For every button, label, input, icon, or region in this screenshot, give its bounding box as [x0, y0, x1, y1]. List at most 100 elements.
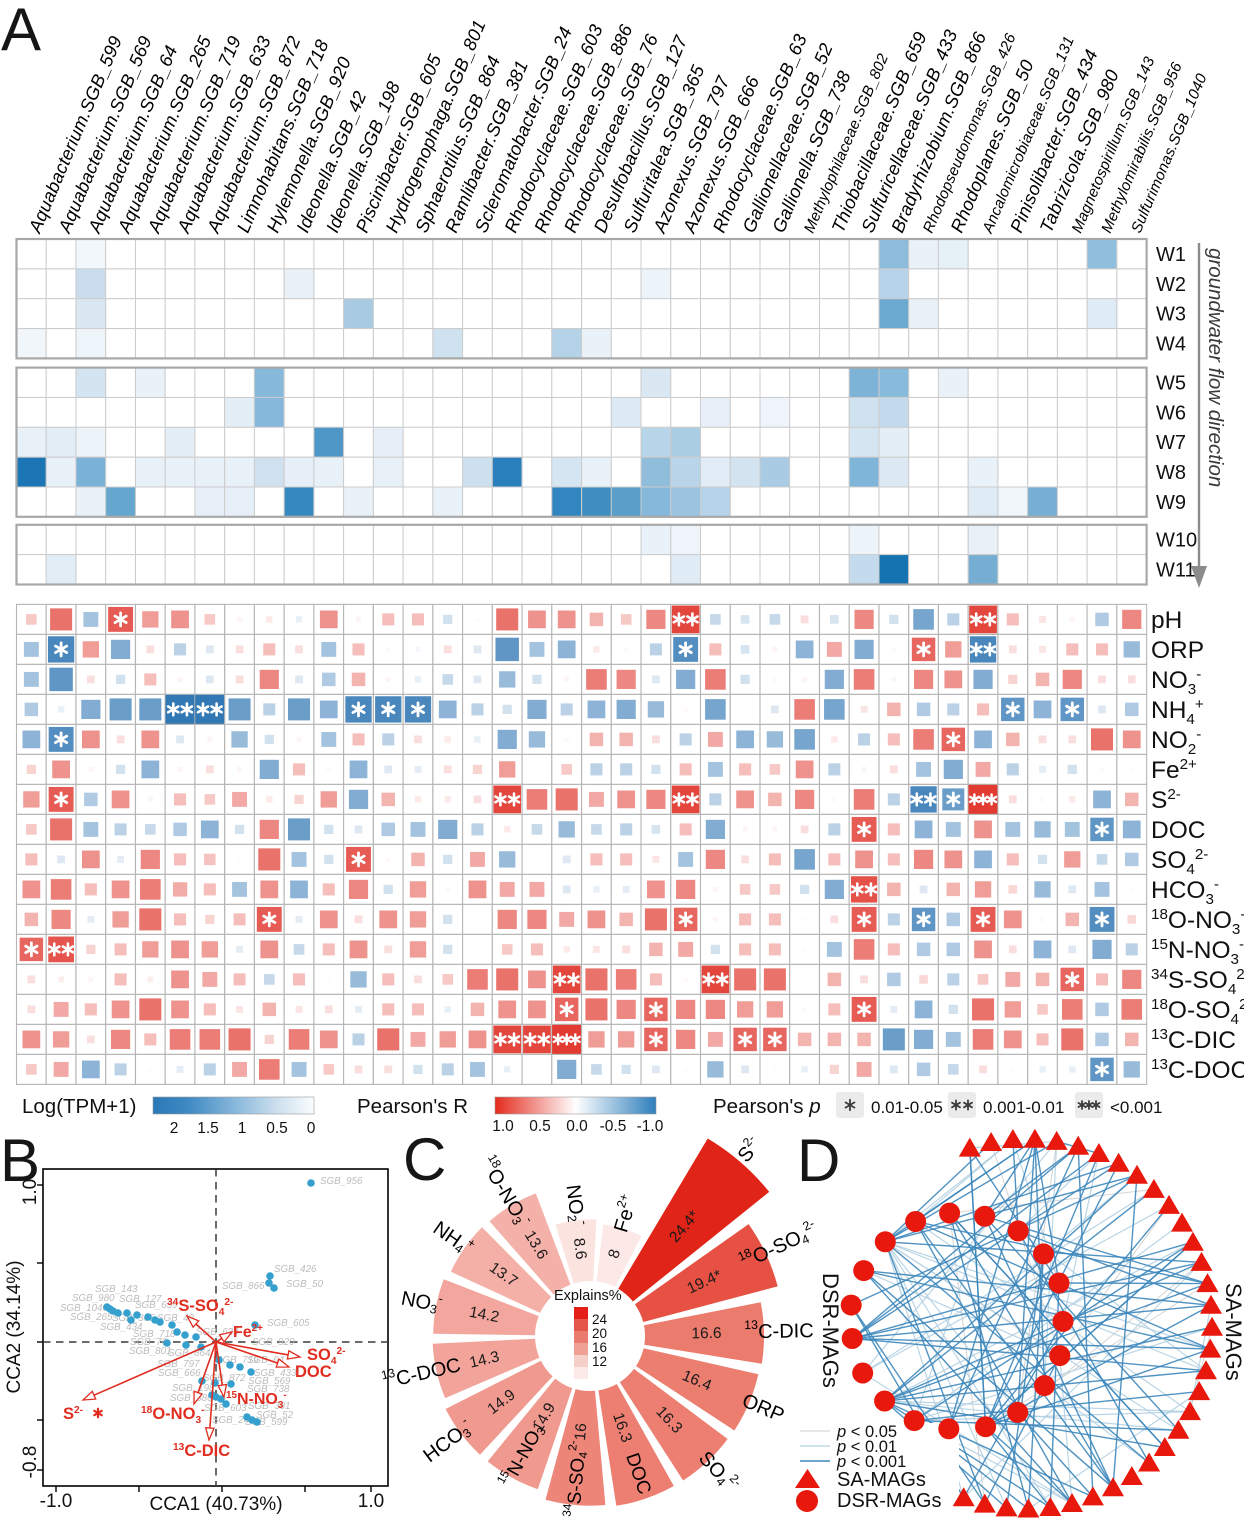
svg-text:W9: W9: [1156, 492, 1186, 514]
svg-text:SGB_265: SGB_265: [70, 1312, 113, 1323]
svg-text:B: B: [0, 1127, 40, 1194]
svg-text:groundwater flow direction: groundwater flow direction: [1204, 248, 1227, 487]
svg-text:SGB_52: SGB_52: [256, 1410, 294, 1421]
svg-text:DSR-MAGs: DSR-MAGs: [818, 1273, 843, 1388]
svg-text:18O-SO42-: 18O-SO42-: [1151, 996, 1244, 1028]
svg-text:W10: W10: [1156, 530, 1197, 552]
svg-text:0.01-0.05: 0.01-0.05: [871, 1098, 943, 1117]
svg-text:13C-DIC: 13C-DIC: [1151, 1026, 1236, 1054]
svg-text:Log(TPM+1): Log(TPM+1): [22, 1095, 137, 1118]
svg-text:8.6: 8.6: [570, 1237, 590, 1260]
svg-text:-1.0: -1.0: [40, 1491, 73, 1512]
svg-text:DOC: DOC: [1151, 817, 1205, 844]
svg-text:1: 1: [238, 1120, 247, 1137]
svg-text:HCO3-: HCO3-: [1151, 876, 1219, 908]
svg-text:ORP: ORP: [1151, 637, 1204, 664]
svg-text:W4: W4: [1156, 334, 1186, 356]
svg-text:W11: W11: [1156, 560, 1196, 582]
svg-text:A: A: [1, 0, 41, 63]
svg-text:SA-MAGs: SA-MAGs: [837, 1469, 926, 1491]
svg-text:SO42-: SO42-: [307, 1346, 346, 1367]
svg-text:18O-NO3-: 18O-NO3-: [141, 1405, 205, 1426]
svg-text:SGB_50: SGB_50: [286, 1279, 324, 1290]
svg-text:SGB_1040: SGB_1040: [60, 1303, 108, 1314]
svg-text:16: 16: [592, 1340, 607, 1355]
svg-text:SGB_738: SGB_738: [247, 1384, 290, 1395]
svg-text:Fe2+: Fe2+: [1151, 756, 1197, 784]
svg-text:NO3-: NO3-: [1151, 666, 1201, 698]
svg-text:W7: W7: [1156, 432, 1186, 454]
svg-text:14.3: 14.3: [468, 1348, 501, 1371]
svg-text:SGB_718: SGB_718: [133, 1329, 176, 1340]
svg-text:16.6: 16.6: [691, 1325, 721, 1343]
svg-text:W8: W8: [1156, 462, 1186, 484]
svg-text:1.0: 1.0: [492, 1118, 514, 1135]
svg-text:SGB_381: SGB_381: [248, 1401, 290, 1412]
svg-text:0.0: 0.0: [566, 1118, 588, 1135]
svg-text:D: D: [797, 1127, 840, 1194]
svg-text:SGB_866: SGB_866: [222, 1281, 265, 1292]
svg-text:0.5: 0.5: [266, 1120, 288, 1137]
svg-text:SGB_980: SGB_980: [72, 1293, 115, 1304]
svg-text:SGB_599: SGB_599: [245, 1417, 288, 1428]
svg-text:CCA2 (34.14%): CCA2 (34.14%): [4, 1260, 25, 1393]
svg-text:SGB_872: SGB_872: [203, 1373, 246, 1384]
svg-text:SGB_569: SGB_569: [248, 1376, 291, 1387]
svg-text:SGB_64: SGB_64: [247, 1355, 285, 1366]
svg-text:-0.8: -0.8: [20, 1446, 41, 1479]
svg-text:W2: W2: [1156, 274, 1186, 296]
svg-text:C: C: [403, 1126, 446, 1193]
svg-text:p < 0.001: p < 0.001: [836, 1453, 906, 1471]
svg-text:SGB_433: SGB_433: [254, 1368, 297, 1379]
svg-text:SGB_605: SGB_605: [267, 1318, 310, 1329]
svg-text:Fe2+: Fe2+: [233, 1323, 263, 1341]
svg-text:1.0: 1.0: [20, 1179, 41, 1205]
svg-text:34S-SO42-: 34S-SO42-: [167, 1297, 233, 1318]
svg-text:p < 0.01: p < 0.01: [836, 1438, 897, 1456]
svg-text:15N-NO3-: 15N-NO3-: [1151, 936, 1244, 968]
svg-text:13C-DIC: 13C-DIC: [173, 1442, 230, 1460]
svg-text:34S-SO42-: 34S-SO42-: [560, 1440, 592, 1519]
svg-text:Pearson's p: Pearson's p: [713, 1095, 821, 1118]
svg-text:34S-SO42-: 34S-SO42-: [1151, 966, 1244, 998]
svg-text:SO42-: SO42-: [1151, 846, 1208, 878]
svg-text:DSR-MAGs: DSR-MAGs: [837, 1490, 941, 1512]
svg-text:1.5: 1.5: [197, 1120, 219, 1137]
svg-text:pH: pH: [1151, 607, 1182, 634]
svg-text:SGB_719: SGB_719: [216, 1355, 259, 1366]
svg-text:SGB_603: SGB_603: [204, 1403, 247, 1414]
svg-text:16: 16: [572, 1423, 590, 1442]
svg-text:Pearson's R: Pearson's R: [357, 1095, 468, 1118]
svg-text:SGB_801: SGB_801: [129, 1346, 171, 1357]
svg-text:13C-DIC: 13C-DIC: [744, 1317, 814, 1343]
svg-text:18O-NO3-: 18O-NO3-: [1151, 906, 1244, 938]
svg-text:-0.5: -0.5: [600, 1118, 627, 1135]
svg-text:CCA1 (40.73%): CCA1 (40.73%): [149, 1494, 282, 1515]
svg-text:NH4+: NH4+: [1151, 696, 1204, 728]
svg-text:SGB_659: SGB_659: [135, 1300, 178, 1311]
svg-text:NO2-: NO2-: [1151, 726, 1201, 758]
svg-text:SGB_24: SGB_24: [212, 1415, 250, 1426]
svg-text:0.001-0.01: 0.001-0.01: [983, 1098, 1064, 1117]
svg-text:SGB_797: SGB_797: [157, 1359, 200, 1370]
svg-text:SGB_633: SGB_633: [196, 1327, 239, 1338]
svg-text:-1.0: -1.0: [637, 1118, 664, 1135]
svg-text:W3: W3: [1156, 304, 1186, 326]
svg-text:W5: W5: [1156, 373, 1186, 395]
svg-text:12: 12: [592, 1354, 607, 1369]
svg-text:1.0: 1.0: [358, 1491, 384, 1512]
svg-text:SGB_920: SGB_920: [252, 1337, 295, 1348]
svg-text:W1: W1: [1156, 244, 1186, 266]
svg-text:S2-: S2-: [63, 1405, 83, 1423]
svg-text:2: 2: [170, 1120, 179, 1137]
svg-text:SGB_42: SGB_42: [157, 1313, 195, 1324]
svg-text:SGB_956: SGB_956: [320, 1176, 363, 1187]
svg-text:SGB_198: SGB_198: [172, 1383, 215, 1394]
svg-text:13C-DOC: 13C-DOC: [1151, 1056, 1244, 1084]
svg-text:0.5: 0.5: [529, 1118, 551, 1135]
svg-text:<0.001: <0.001: [1110, 1098, 1162, 1117]
svg-text:Explains%: Explains%: [554, 1288, 622, 1304]
svg-text:SA-MAGs: SA-MAGs: [1221, 1283, 1244, 1381]
svg-text:p < 0.05: p < 0.05: [836, 1423, 897, 1441]
svg-text:14.2: 14.2: [468, 1304, 501, 1326]
